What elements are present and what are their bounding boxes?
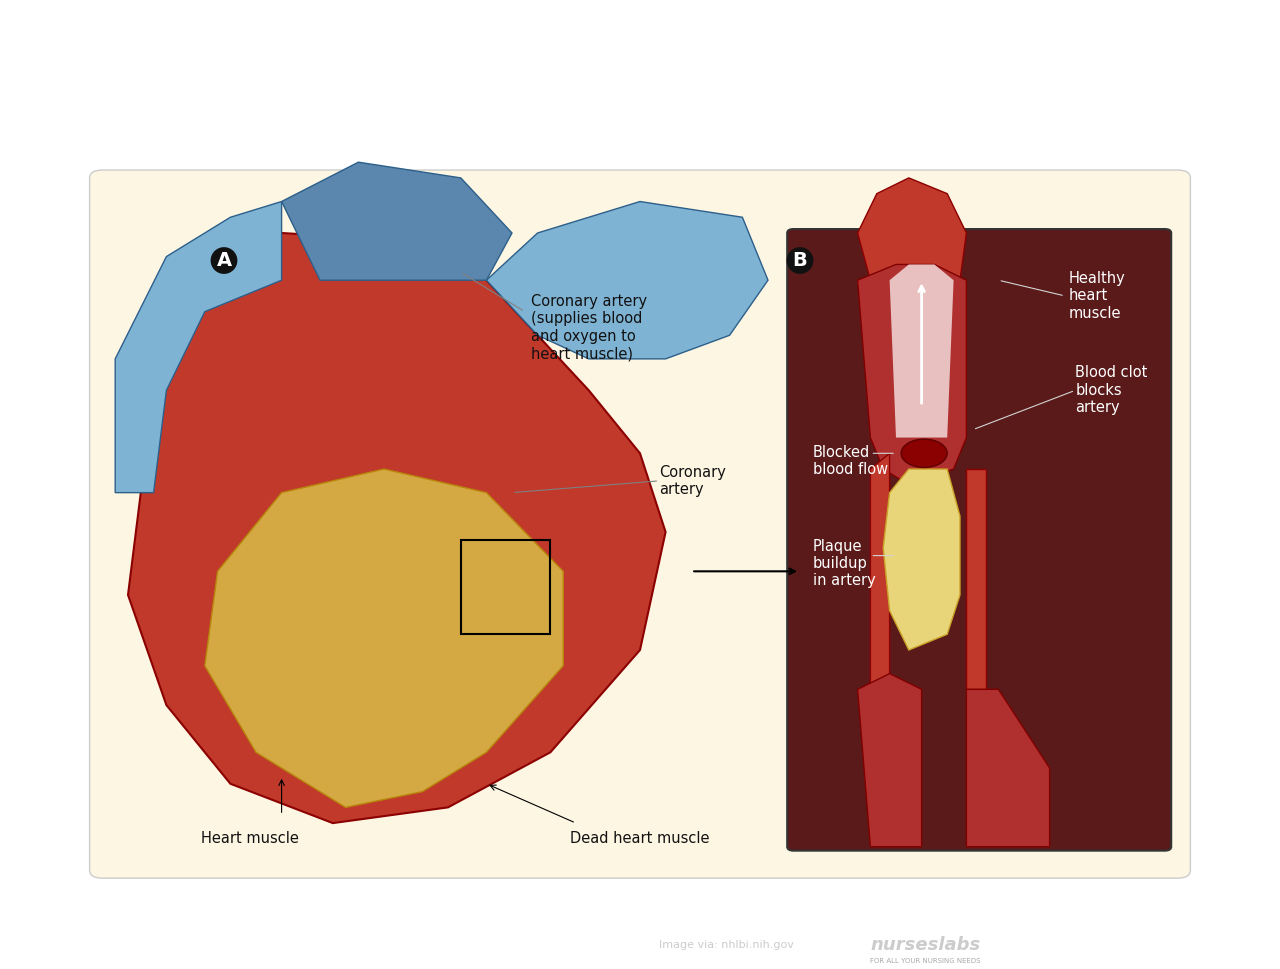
Text: B: B [792, 251, 808, 270]
Polygon shape [966, 469, 986, 689]
FancyBboxPatch shape [90, 170, 1190, 878]
Text: Coronary
artery: Coronary artery [659, 465, 726, 497]
Bar [461, 540, 550, 635]
Text: A: A [216, 251, 232, 270]
Text: nurseslabs: nurseslabs [870, 936, 980, 954]
Text: Blocked
blood flow: Blocked blood flow [813, 445, 888, 478]
Text: Heart muscle: Heart muscle [201, 831, 298, 846]
Polygon shape [870, 453, 890, 689]
Text: Healthy
heart
muscle: Healthy heart muscle [1069, 271, 1125, 321]
Polygon shape [890, 265, 954, 438]
Polygon shape [282, 162, 512, 280]
Polygon shape [858, 178, 966, 312]
Text: Blood clot
blocks
artery: Blood clot blocks artery [1075, 365, 1148, 416]
Text: Image via: nhlbi.nih.gov: Image via: nhlbi.nih.gov [659, 940, 794, 950]
Polygon shape [128, 233, 666, 823]
FancyBboxPatch shape [787, 229, 1171, 851]
Polygon shape [205, 469, 563, 807]
Text: Dead heart muscle: Dead heart muscle [571, 831, 709, 846]
Polygon shape [115, 202, 282, 492]
Text: Coronary artery
(supplies blood
and oxygen to
heart muscle): Coronary artery (supplies blood and oxyg… [531, 294, 648, 361]
Polygon shape [883, 469, 960, 650]
Text: FOR ALL YOUR NURSING NEEDS: FOR ALL YOUR NURSING NEEDS [870, 958, 980, 964]
Circle shape [901, 439, 947, 467]
Polygon shape [858, 265, 966, 484]
Text: Myocardial Infarction: Myocardial Infarction [324, 42, 956, 94]
Polygon shape [486, 202, 768, 359]
Text: Plaque
buildup
in artery: Plaque buildup in artery [813, 539, 876, 588]
Polygon shape [858, 673, 922, 847]
Polygon shape [966, 689, 1050, 847]
